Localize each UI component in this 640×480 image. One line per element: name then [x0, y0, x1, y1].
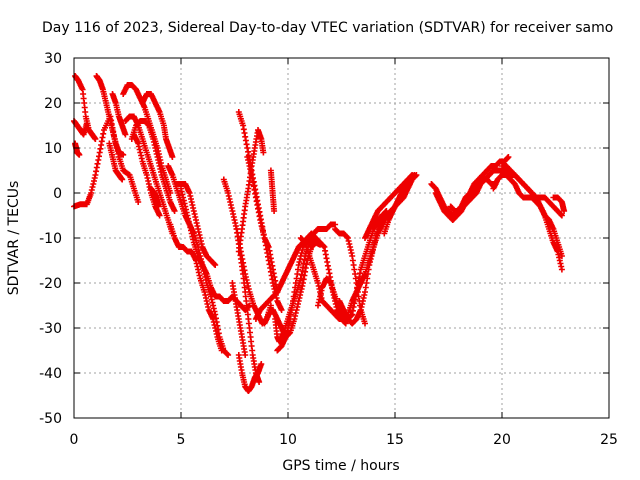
series-arc40 — [499, 163, 565, 259]
axis-ticks — [73, 57, 610, 419]
series-arc33 — [332, 226, 368, 327]
series-arc41 — [550, 194, 568, 214]
series-arc10 — [128, 118, 178, 214]
y-tick-labels: -50 -40 -30 -20 -10 0 10 20 30 — [39, 51, 62, 427]
series-arc13 — [148, 185, 162, 210]
point-markers — [550, 194, 568, 214]
y-tick-label: -30 — [39, 321, 62, 337]
series-arc24 — [244, 154, 281, 295]
y-tick-label: 30 — [44, 51, 62, 67]
x-tick-label: 25 — [600, 432, 618, 448]
y-tick-label: 10 — [44, 141, 62, 157]
y-axis-label: SDTVAR / TECUs — [6, 181, 22, 296]
point-markers — [267, 167, 278, 214]
point-markers — [332, 226, 368, 327]
series-arc16 — [173, 181, 219, 268]
point-markers — [244, 154, 281, 295]
series-arc20 — [229, 280, 249, 358]
series-arc6 — [109, 91, 129, 138]
x-tick-label: 20 — [493, 432, 511, 448]
y-tick-label: -10 — [39, 231, 62, 247]
series-arc35 — [381, 172, 418, 237]
series-arc9 — [122, 113, 176, 237]
point-markers — [167, 221, 225, 354]
x-tick-label: 0 — [70, 432, 79, 448]
point-markers — [148, 185, 162, 210]
point-markers — [93, 73, 127, 158]
series-arc15 — [167, 221, 225, 354]
point-markers — [109, 91, 129, 138]
y-tick-label: -20 — [39, 276, 62, 292]
series-arc5 — [93, 73, 127, 158]
y-tick-label: -50 — [39, 411, 62, 427]
point-markers — [139, 91, 176, 160]
y-tick-label: -40 — [39, 366, 62, 382]
gridlines — [74, 58, 609, 418]
series-arc27 — [267, 167, 278, 214]
point-markers — [229, 280, 249, 358]
data-points — [71, 73, 568, 394]
point-markers — [106, 140, 126, 183]
point-markers — [173, 181, 219, 268]
series-arc12 — [139, 91, 176, 160]
point-markers — [499, 163, 565, 259]
x-axis-label: GPS time / hours — [282, 458, 399, 474]
chart-title: Day 116 of 2023, Sidereal Day-to-day VTE… — [42, 20, 613, 36]
x-tick-label: 10 — [279, 432, 297, 448]
y-tick-label: 0 — [53, 186, 62, 202]
point-markers — [122, 113, 176, 237]
point-markers — [128, 118, 178, 214]
series-arc7 — [106, 140, 126, 183]
x-tick-label: 5 — [177, 432, 186, 448]
x-tick-label: 15 — [386, 432, 404, 448]
point-markers — [381, 172, 418, 237]
y-tick-label: 20 — [44, 96, 62, 112]
x-tick-labels: 0 5 10 15 20 25 — [70, 432, 618, 448]
